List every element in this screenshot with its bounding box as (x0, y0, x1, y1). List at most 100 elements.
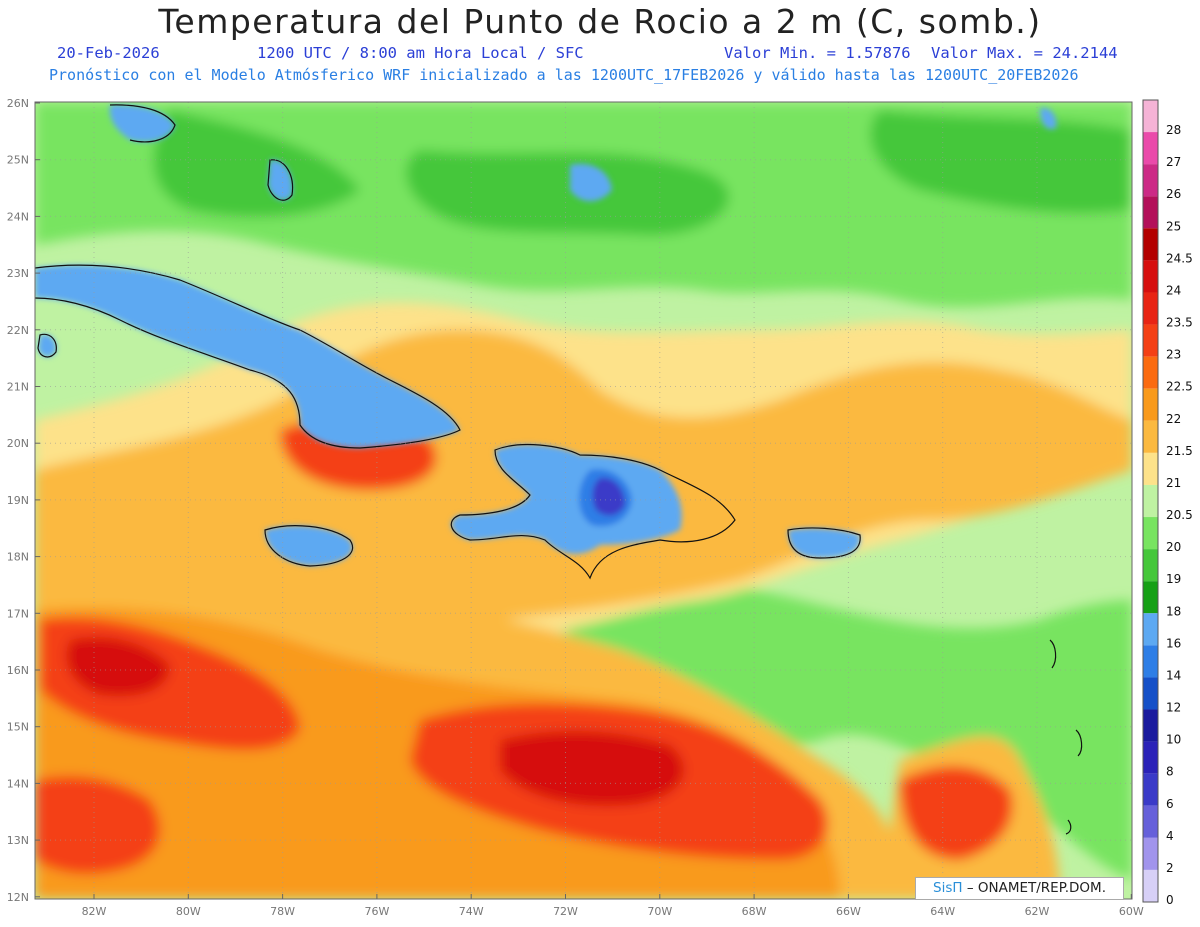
puerto-rico-coast (787, 527, 861, 559)
jamaica-land (265, 525, 353, 566)
field-red-sw (35, 776, 160, 875)
colorbar-label: 23 (1166, 348, 1181, 362)
sispi-logo: SisΠ (933, 880, 963, 896)
colorbar-swatch (1143, 324, 1158, 357)
lat-tick-label: 13N (7, 834, 29, 847)
florida-coast (109, 104, 176, 143)
colorbar-swatch (1143, 581, 1158, 614)
field-red-se (900, 766, 1013, 860)
colorbar-label: 26 (1166, 187, 1181, 201)
credit-text: – ONAMET/REP.DOM. (966, 880, 1106, 896)
colorbar-label: 21 (1166, 476, 1181, 490)
isla-juventud-coast (37, 333, 57, 358)
colorbar-label: 27 (1166, 155, 1181, 169)
colorbar-label: 14 (1166, 668, 1181, 682)
min-value: Valor Min. = 1.57876 (724, 44, 911, 62)
lat-tick-label: 17N (7, 607, 29, 620)
colorbar-swatch (1143, 741, 1158, 774)
cuba-coast (35, 264, 461, 449)
puerto-rico-land (788, 527, 861, 558)
field-ne-green (870, 110, 1130, 214)
map-title: Temperatura del Punto de Rocio a 2 m (C,… (158, 2, 1042, 41)
colorbar-swatch (1143, 164, 1158, 197)
lat-tick-label: 20N (7, 437, 29, 450)
lon-tick-label: 78W (270, 905, 295, 918)
colorbar-label: 2 (1166, 861, 1174, 875)
hispaniola-land (451, 444, 682, 555)
blue-cell-atlantic (570, 163, 612, 202)
florida-land (109, 104, 175, 142)
map-frame (34, 101, 1133, 900)
valid-date: 20-Feb-2026 (57, 44, 160, 62)
lat-tick-label: 19N (7, 494, 29, 507)
lon-tick-label: 76W (364, 905, 389, 918)
max-value: Valor Max. = 24.2144 (931, 44, 1118, 62)
colorbar-swatch (1143, 837, 1158, 870)
field-bahamas-green (153, 110, 360, 218)
colorbar-swatch (1143, 452, 1158, 485)
colorbar-swatch (1143, 196, 1158, 229)
colorbar-swatch (1143, 773, 1158, 806)
colorbar-swatch (1143, 677, 1158, 710)
model-info: Pronóstico con el Modelo Atmósferico WRF… (49, 66, 1079, 84)
cuba-land (35, 265, 460, 448)
colorbar-label: 28 (1166, 123, 1181, 137)
colorbar-label: 0 (1166, 893, 1174, 907)
lon-tick-label: 66W (836, 905, 861, 918)
colorbar-frame (1142, 99, 1159, 903)
antilles-coast-3 (1065, 819, 1072, 835)
blue-cell-ne (1040, 107, 1057, 130)
antilles-coast-1 (1049, 639, 1057, 669)
colorbar-swatch (1143, 292, 1158, 325)
isla-juventud (38, 334, 57, 357)
colorbar-label: 20 (1166, 540, 1181, 554)
lat-tick-label: 23N (7, 267, 29, 280)
lat-tick-label: 24N (7, 210, 29, 223)
lon-tick-label: 68W (742, 905, 767, 918)
field-core-central (500, 730, 685, 806)
lon-tick-label: 70W (647, 905, 672, 918)
colorbar-label: 12 (1166, 701, 1181, 715)
lon-tick-label: 72W (553, 905, 578, 918)
colorbar-swatch (1143, 645, 1158, 678)
colorbar-swatch (1143, 805, 1158, 838)
antilles-coast-2 (1075, 729, 1083, 757)
colorbar-swatch (1143, 709, 1158, 742)
colorbar-swatch (1143, 260, 1158, 293)
colorbar-label: 4 (1166, 829, 1174, 843)
lat-tick-label: 26N (7, 97, 29, 110)
field-east-green (560, 581, 1132, 880)
colorbar-swatch (1143, 613, 1158, 646)
lat-tick-label: 21N (7, 381, 29, 394)
andros-coast (267, 159, 294, 201)
andros-land (268, 159, 293, 201)
credit-box: SisΠ – ONAMET/REP.DOM. (915, 877, 1124, 900)
lon-tick-label: 60W (1119, 905, 1144, 918)
lat-tick-label: 16N (7, 664, 29, 677)
jamaica-coast (264, 525, 354, 567)
colorbar-swatch (1143, 484, 1158, 518)
colorbar-label: 10 (1166, 733, 1181, 747)
colorbar-swatch (1143, 228, 1158, 261)
colorbar-label: 25 (1166, 219, 1181, 233)
colorbar-label: 24 (1166, 283, 1181, 297)
lat-tick-label: 25N (7, 154, 29, 167)
colorbar-label: 18 (1166, 604, 1181, 618)
lat-tick-label: 12N (7, 891, 29, 904)
colorbar-swatch (1143, 420, 1158, 453)
hispaniola-coast (450, 443, 736, 580)
lat-tick-label: 22N (7, 324, 29, 337)
valid-time: 1200 UTC / 8:00 am Hora Local / SFC (257, 44, 584, 62)
colorbar-label: 23.5 (1166, 316, 1193, 330)
colorbar-label: 8 (1166, 765, 1174, 779)
lat-tick-label: 18N (7, 551, 29, 564)
lat-tick-label: 15N (7, 721, 29, 734)
colorbar-label: 22 (1166, 412, 1181, 426)
colorbar: 2827262524.52423.52322.52221.52120.52019… (1142, 99, 1193, 907)
lon-tick-label: 74W (459, 905, 484, 918)
colorbar-label: 24.5 (1166, 251, 1193, 265)
latitude-axis: 26N 25N 24N 23N 22N 21N 20N 19N 18N 17N 16N 15N 14N 1… (7, 97, 40, 904)
colorbar-swatch (1143, 517, 1158, 550)
dewpoint-field (35, 102, 1132, 899)
